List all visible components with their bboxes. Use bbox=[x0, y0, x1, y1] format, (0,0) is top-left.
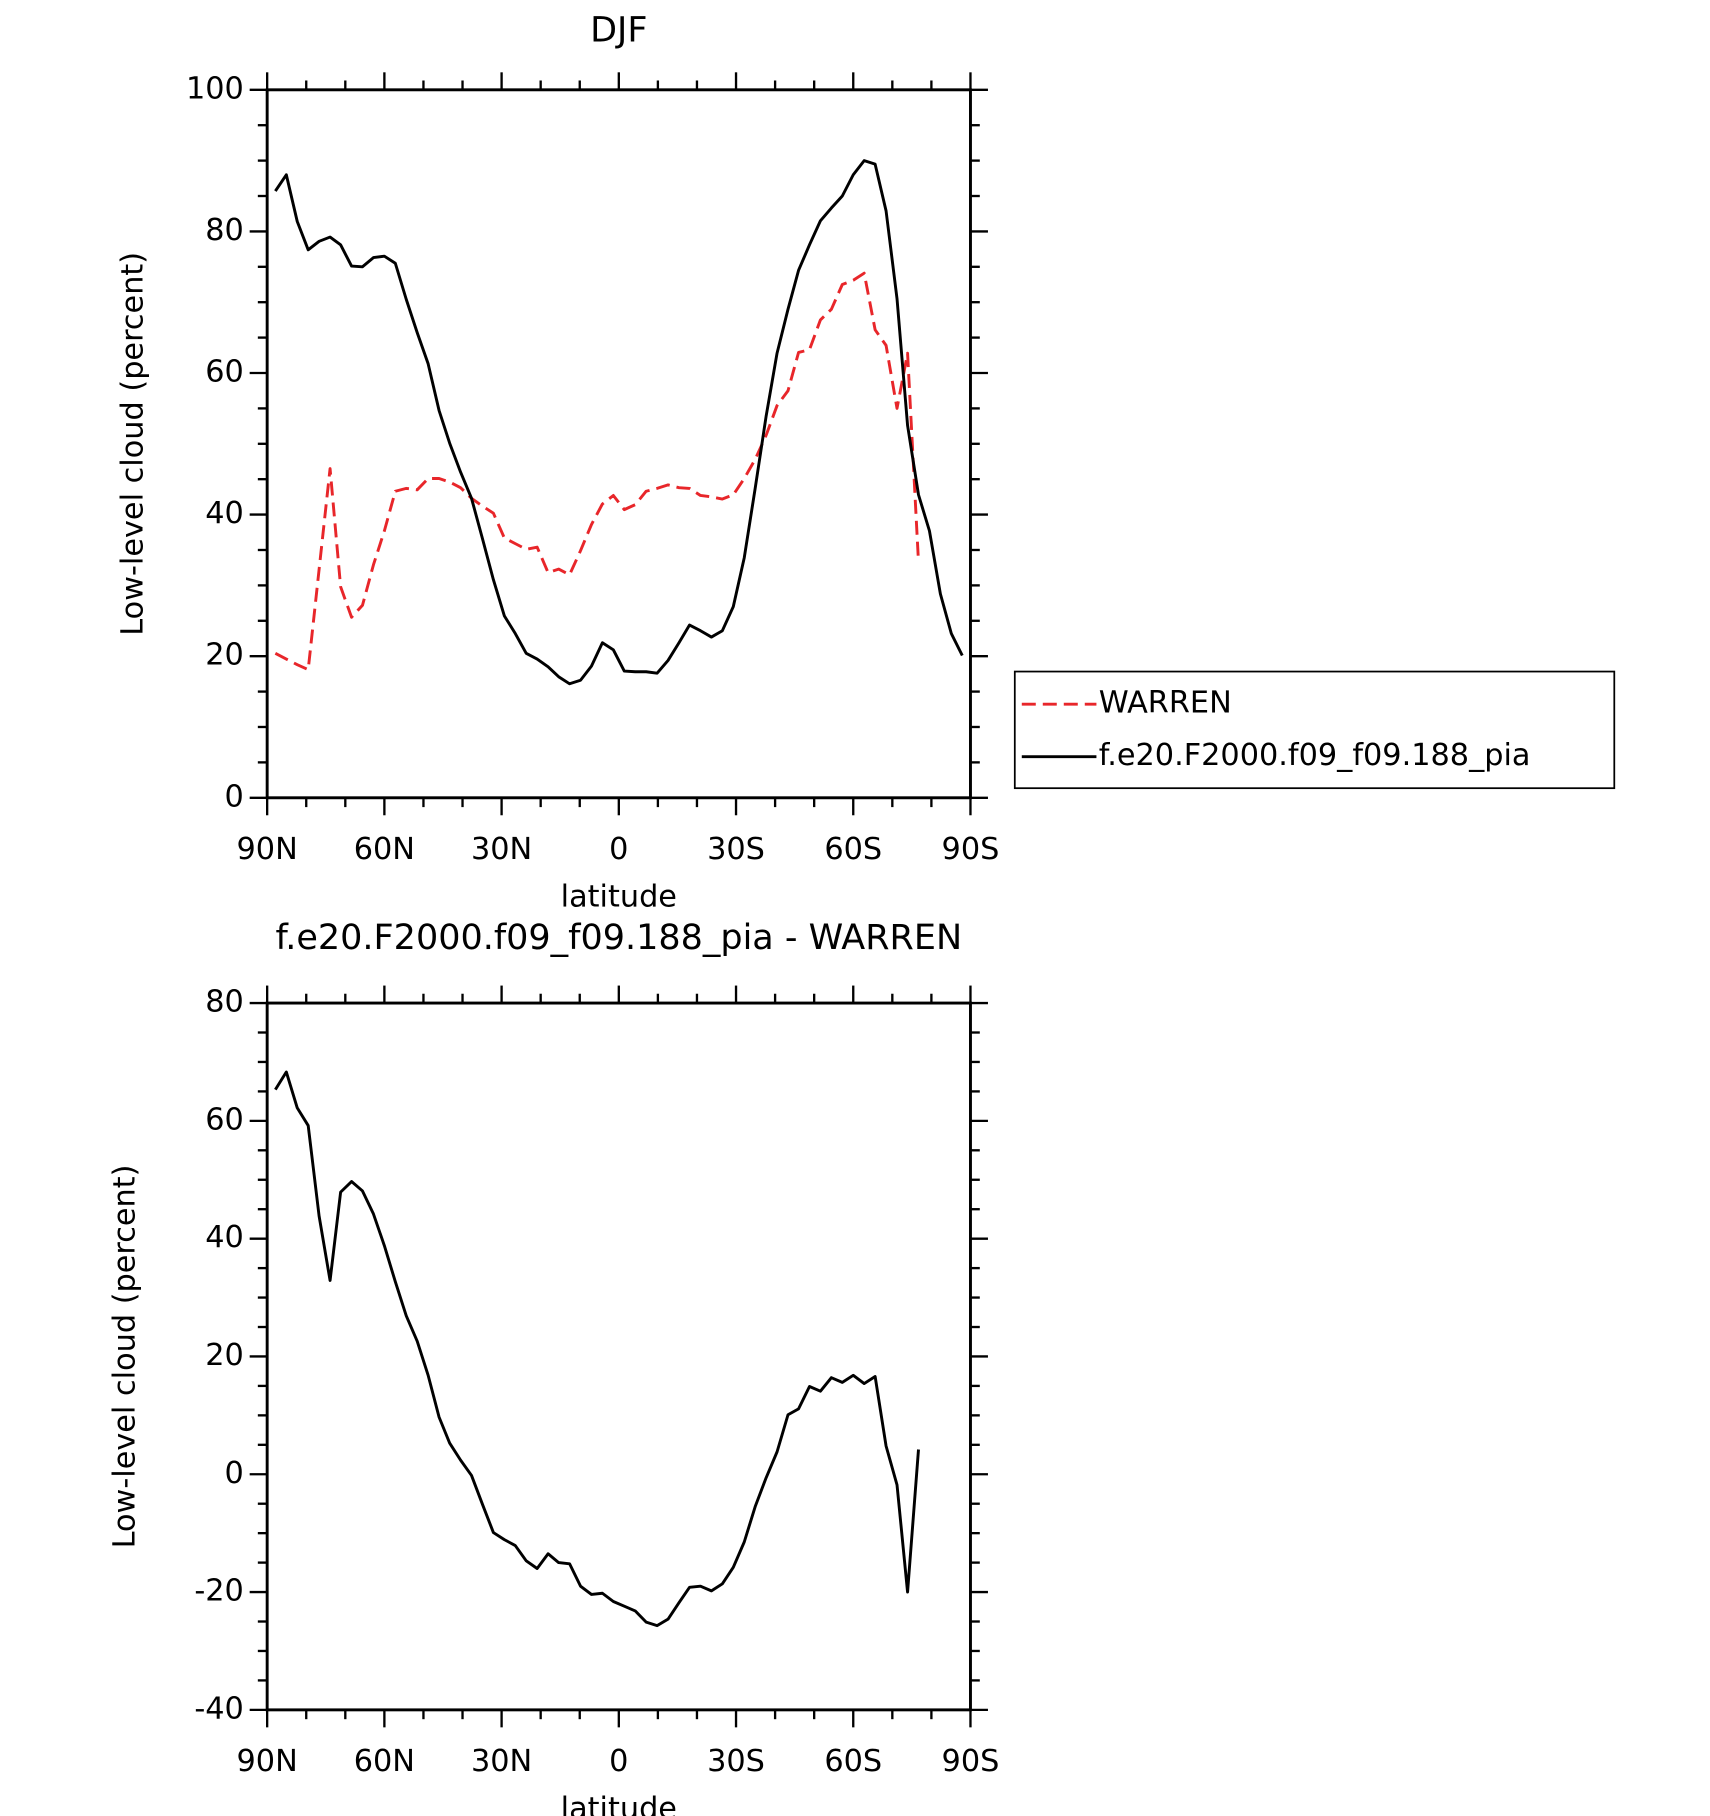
legend-label: WARREN bbox=[1099, 686, 1232, 721]
x-axis-label: latitude bbox=[561, 880, 677, 915]
x-tick-label: 90S bbox=[942, 1744, 1000, 1779]
y-tick-label: 40 bbox=[205, 496, 244, 531]
x-tick-label: 30S bbox=[707, 1744, 765, 1779]
x-tick-label: 60S bbox=[824, 1744, 882, 1779]
legend-box bbox=[1013, 670, 1616, 790]
x-tick-label: 0 bbox=[609, 1744, 628, 1779]
y-tick-label: 60 bbox=[205, 354, 244, 389]
y-axis-label: Low-level cloud (percent) bbox=[108, 1165, 143, 1549]
x-tick-label: 60N bbox=[354, 1744, 415, 1779]
y-tick-label: 80 bbox=[205, 213, 244, 248]
x-tick-label: 90N bbox=[237, 832, 298, 867]
plot-frame bbox=[265, 1001, 972, 1712]
data-line bbox=[274, 271, 920, 672]
y-tick-label: 60 bbox=[205, 1102, 244, 1137]
data-line bbox=[274, 1070, 920, 1628]
x-tick-label: 0 bbox=[609, 832, 628, 867]
chart-title: f.e20.F2000.f09_f09.188_pia - WARREN bbox=[276, 918, 963, 958]
x-tick-label: 90S bbox=[942, 832, 1000, 867]
y-tick-label: 0 bbox=[225, 1456, 244, 1491]
x-tick-label: 90N bbox=[237, 1744, 298, 1779]
y-tick-label: 20 bbox=[205, 638, 244, 673]
x-tick-label: 30N bbox=[471, 1744, 532, 1779]
y-tick-label: -20 bbox=[194, 1574, 244, 1609]
chart-title: DJF bbox=[590, 10, 647, 50]
data-line bbox=[274, 159, 964, 686]
y-tick-label: -40 bbox=[194, 1691, 244, 1726]
y-tick-label: 0 bbox=[225, 779, 244, 814]
x-tick-label: 30N bbox=[471, 832, 532, 867]
plot-frame bbox=[265, 88, 972, 800]
y-axis-label: Low-level cloud (percent) bbox=[116, 252, 151, 636]
x-tick-label: 30S bbox=[707, 832, 765, 867]
y-tick-label: 100 bbox=[186, 71, 244, 106]
x-tick-label: 60S bbox=[824, 832, 882, 867]
y-tick-label: 80 bbox=[205, 985, 244, 1020]
legend-label: f.e20.F2000.f09_f09.188_pia bbox=[1099, 738, 1531, 773]
x-axis-label: latitude bbox=[561, 1792, 677, 1816]
x-tick-label: 60N bbox=[354, 832, 415, 867]
y-tick-label: 40 bbox=[205, 1220, 244, 1255]
y-tick-label: 20 bbox=[205, 1338, 244, 1373]
